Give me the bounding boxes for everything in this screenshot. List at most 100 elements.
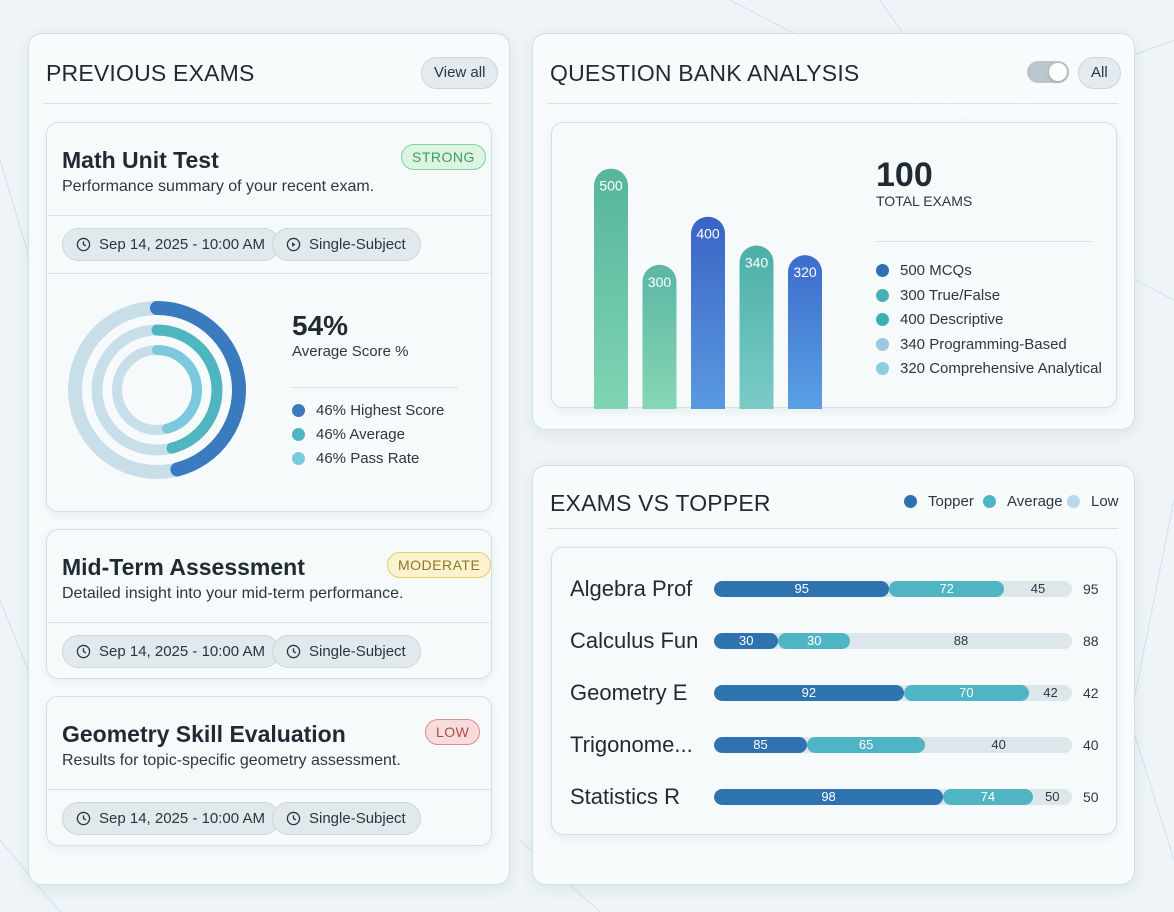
bar-comprehensive-analytical[interactable] [788,255,822,409]
segment-topper: 85 [714,737,808,753]
panel-divider [44,103,491,104]
question-bank-panel: QUESTION BANK ANALYSIS All 500 300 400 340 3… [532,33,1135,430]
ring-arc-highest-score [150,301,246,477]
segment-topper: 30 [714,633,779,649]
legend-label: Topper [928,493,974,510]
bar-value-label: 340 [745,255,769,271]
question-bank-title: QUESTION BANK ANALYSIS [550,60,860,86]
date-chip[interactable]: Sep 14, 2025 - 10:00 AM [62,802,280,835]
question-bank-bar-chart: 500 300 400 340 320 [594,168,822,409]
row-total-value: 50 [1083,789,1099,805]
legend-descriptive: 400 Descriptive [876,310,1003,330]
segment-average: 65 [807,737,926,753]
legend-programming: 340 Programming-Based [876,335,1067,355]
row-total-value: 40 [1083,737,1099,753]
date-text: Sep 14, 2025 - 10:00 AM [99,810,265,827]
clock-icon [76,644,91,659]
legend-dot [876,313,889,326]
status-badge: STRONG [401,144,486,170]
exam-subtitle: Results for topic-specific geometry asse… [62,752,401,769]
stacked-bar-row[interactable]: 72 95 45 [714,581,1072,597]
legend-highest-score: 46% Highest Score [292,401,444,421]
legend-dot [876,264,889,277]
legend-dot [292,452,305,465]
filter-all-button[interactable]: All [1078,57,1121,89]
exams-vs-topper-panel: EXAMS VS TOPPER Topper Average Low Algeb… [532,465,1135,885]
segment-average: 74 [943,789,1033,805]
exam-card-math[interactable]: Math Unit Test Performance summary of yo… [46,122,492,512]
card-divider [47,622,491,623]
panel-divider [548,103,1118,104]
type-chip[interactable]: Single-Subject [272,228,421,261]
segment-average: 30 [778,633,851,649]
card-divider [47,215,491,216]
legend-dot [292,404,305,417]
exam-card-midterm[interactable]: Mid-Term Assessment Detailed insight int… [46,529,492,679]
exam-title: Mid-Term Assessment [62,554,305,580]
view-all-button[interactable]: View all [421,57,499,89]
stacked-bar-row[interactable]: 30 30 88 [714,633,1072,649]
bar-true-false[interactable] [642,264,677,409]
row-label: Calculus Fun [570,628,699,653]
exams-vs-topper-card: Algebra Prof 72 95 45 95 Calculus Fun 30 30 88 88… [551,547,1117,835]
legend-label: 320 Comprehensive Analytical [900,360,1102,377]
question-bank-card: 500 300 400 340 320 100 TOTAL EXAMS 500 MCQs… [551,122,1117,409]
legend-average: Average [983,492,1063,512]
row-label: Trigonome... [570,732,693,757]
row-label: Algebra Prof [570,576,693,601]
clock-icon [76,811,91,826]
date-text: Sep 14, 2025 - 10:00 AM [99,643,265,660]
row-label: Geometry E [570,680,688,705]
row-total-value: 42 [1083,685,1099,701]
play-circle-icon [286,237,301,252]
legend-label: 46% Highest Score [316,402,445,419]
segment-topper: 98 [714,789,944,805]
bar-programming-based[interactable] [739,245,774,409]
clock-icon [76,237,91,252]
legend-label: 400 Descriptive [900,311,1004,328]
segment-low: 42 [1029,685,1072,701]
type-text: Single-Subject [309,810,406,827]
type-chip[interactable]: Single-Subject [272,802,421,835]
exams-vs-topper-title: EXAMS VS TOPPER [550,490,771,516]
stacked-bar-row[interactable]: 74 98 50 [714,789,1072,805]
exam-card-geometry[interactable]: Geometry Skill Evaluation Results for to… [46,696,492,846]
date-text: Sep 14, 2025 - 10:00 AM [99,236,265,253]
bar-descriptive[interactable] [691,216,725,409]
stacked-bar-row[interactable]: 65 85 40 [714,737,1072,753]
score-ring-chart [68,301,246,479]
legend-dot [876,338,889,351]
clock-icon [286,811,301,826]
legend-label: 300 True/False [900,287,1001,304]
score-divider [292,387,458,388]
stacked-bar-row[interactable]: 70 92 42 [714,685,1072,701]
segment-average: 72 [889,581,1004,597]
segment-low: 40 [925,737,1072,753]
total-divider [876,241,1092,242]
bar-value-label: 400 [696,226,720,242]
ring-arc-average [151,324,223,454]
legend-label: 340 Programming-Based [900,336,1067,353]
status-badge: LOW [425,719,481,745]
legend-pass-rate: 46% Pass Rate [292,449,419,469]
type-text: Single-Subject [309,643,406,660]
segment-topper: 95 [714,581,890,597]
ring-arc-pass-rate [152,345,202,434]
exam-subtitle: Performance summary of your recent exam. [62,178,375,195]
legend-label: 46% Average [316,426,405,443]
legend-dot [292,428,305,441]
legend-dot [904,495,917,508]
previous-exams-panel: PREVIOUS EXAMS View all Math Unit Test P… [28,33,510,885]
view-toggle[interactable] [1027,61,1069,83]
date-chip[interactable]: Sep 14, 2025 - 10:00 AM [62,228,280,261]
card-divider [47,789,491,790]
legend-true-false: 300 True/False [876,286,1000,306]
legend-low: Low [1067,492,1119,512]
date-chip[interactable]: Sep 14, 2025 - 10:00 AM [62,635,280,668]
total-exams-label: TOTAL EXAMS [876,193,973,209]
type-chip[interactable]: Single-Subject [272,635,421,668]
bar-mcqs[interactable] [594,168,628,409]
legend-average: 46% Average [292,425,405,445]
row-total-value: 88 [1083,633,1099,649]
legend-dot [1067,495,1080,508]
